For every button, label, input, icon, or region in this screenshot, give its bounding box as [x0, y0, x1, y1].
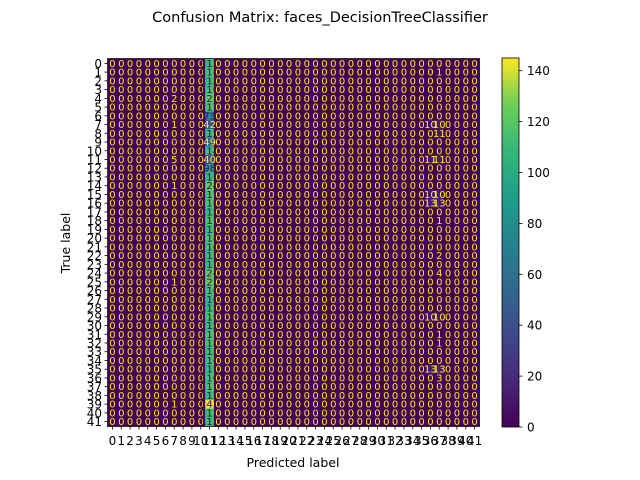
x-tick-label: 7 — [170, 434, 178, 448]
x-tick-label: 41 — [467, 434, 482, 448]
colorbar-tick-label: 80 — [527, 217, 542, 231]
colorbar-tick-label: 140 — [527, 64, 550, 78]
x-tick-label: 3 — [135, 434, 143, 448]
x-axis-label: Predicted label — [247, 455, 340, 470]
x-tick-label: 0 — [109, 434, 117, 448]
colorbar-tick-label: 100 — [527, 166, 550, 180]
colorbar — [502, 58, 519, 427]
colorbar-tick-label: 40 — [527, 319, 542, 333]
colorbar-tick-label: 120 — [527, 115, 550, 129]
x-tick-label: 2 — [126, 434, 134, 448]
chart-title: Confusion Matrix: faces_DecisionTreeClas… — [152, 10, 488, 26]
x-tick-label: 5 — [153, 434, 161, 448]
colorbar-tick-label: 20 — [527, 370, 542, 384]
colorbar-tick-label: 0 — [527, 421, 535, 435]
y-axis-label: True label — [58, 213, 73, 275]
colorbar-tick-label: 60 — [527, 268, 542, 282]
x-axis-ticks: 0 1 2 3 4 5 6 7 8 9101112131415161718192021222324… — [109, 426, 483, 448]
x-tick-label: 8 — [179, 434, 187, 448]
y-axis-ticks: 0123456789101112131415161718192021222324… — [87, 57, 108, 429]
x-tick-label: 1 — [117, 434, 125, 448]
y-tick-label: 41 — [87, 415, 102, 429]
x-tick-label: 4 — [144, 434, 152, 448]
colorbar-ticks: 0 20 40 60 80 100 120 140 — [519, 64, 550, 434]
x-tick-label: 6 — [162, 434, 170, 448]
